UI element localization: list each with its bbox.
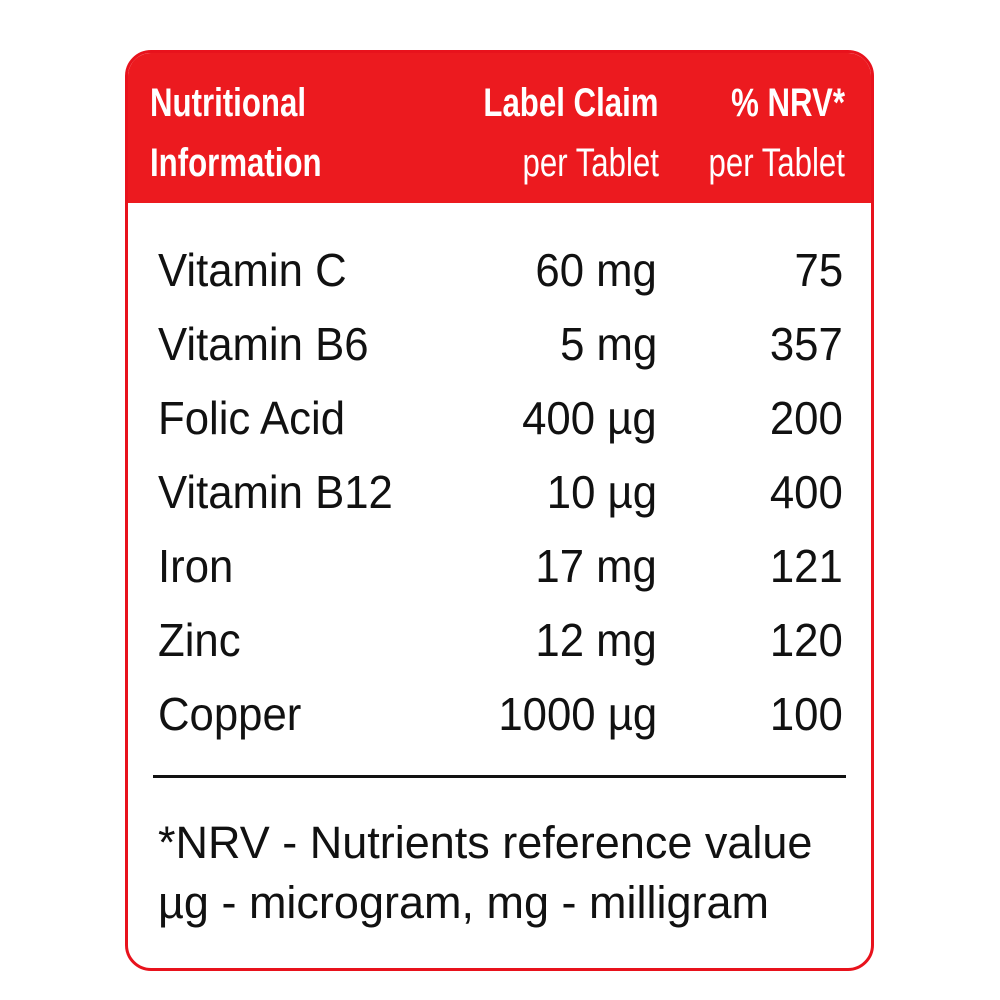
label-claim: 60 mg <box>535 244 657 296</box>
table-row: Folic Acid 400 µg 200 <box>128 381 871 455</box>
nutrition-label: Nutritional Information Label Claim per … <box>125 50 874 971</box>
label-claim: 5 mg <box>559 318 657 370</box>
header-nrv-sub: per Tablet <box>708 141 845 185</box>
table-row: Iron 17 mg 121 <box>128 529 871 603</box>
header-label-claim: Label Claim <box>483 81 659 125</box>
table-row: Vitamin B12 10 µg 400 <box>128 455 871 529</box>
nrv-percent: 120 <box>770 614 843 666</box>
header-label-claim-sub: per Tablet <box>522 141 659 185</box>
nrv-percent: 100 <box>770 688 843 740</box>
nrv-percent: 400 <box>770 466 843 518</box>
label-claim: 12 mg <box>535 614 657 666</box>
footnote-units: µg - microgram, mg - milligram <box>158 877 769 928</box>
label-claim: 17 mg <box>535 540 657 592</box>
footnote-nrv: *NRV - Nutrients reference value <box>158 817 813 868</box>
header-nutritional: Nutritional <box>150 81 306 125</box>
table-row: Zinc 12 mg 120 <box>128 603 871 677</box>
nutrient-name: Folic Acid <box>158 392 346 444</box>
nutrient-name: Copper <box>158 688 302 740</box>
nutrient-name: Zinc <box>158 614 241 666</box>
table-row: Copper 1000 µg 100 <box>128 677 871 751</box>
nrv-percent: 357 <box>770 318 843 370</box>
label-claim: 400 µg <box>522 392 657 444</box>
header-nrv: % NRV* <box>731 81 845 125</box>
label-claim: 1000 µg <box>498 688 657 740</box>
nutrient-name: Vitamin B6 <box>158 318 369 370</box>
label-claim: 10 µg <box>546 466 657 518</box>
nrv-percent: 200 <box>770 392 843 444</box>
header-information: Information <box>150 141 322 185</box>
divider <box>153 775 846 778</box>
nutrient-name: Vitamin C <box>158 244 347 296</box>
table-row: Vitamin C 60 mg 75 <box>128 233 871 307</box>
nrv-percent: 121 <box>770 540 843 592</box>
nutrient-name: Iron <box>158 540 234 592</box>
table-row: Vitamin B6 5 mg 357 <box>128 307 871 381</box>
nrv-percent: 75 <box>794 244 843 296</box>
nutrient-name: Vitamin B12 <box>158 466 393 518</box>
header-band: Nutritional Information Label Claim per … <box>128 53 871 203</box>
